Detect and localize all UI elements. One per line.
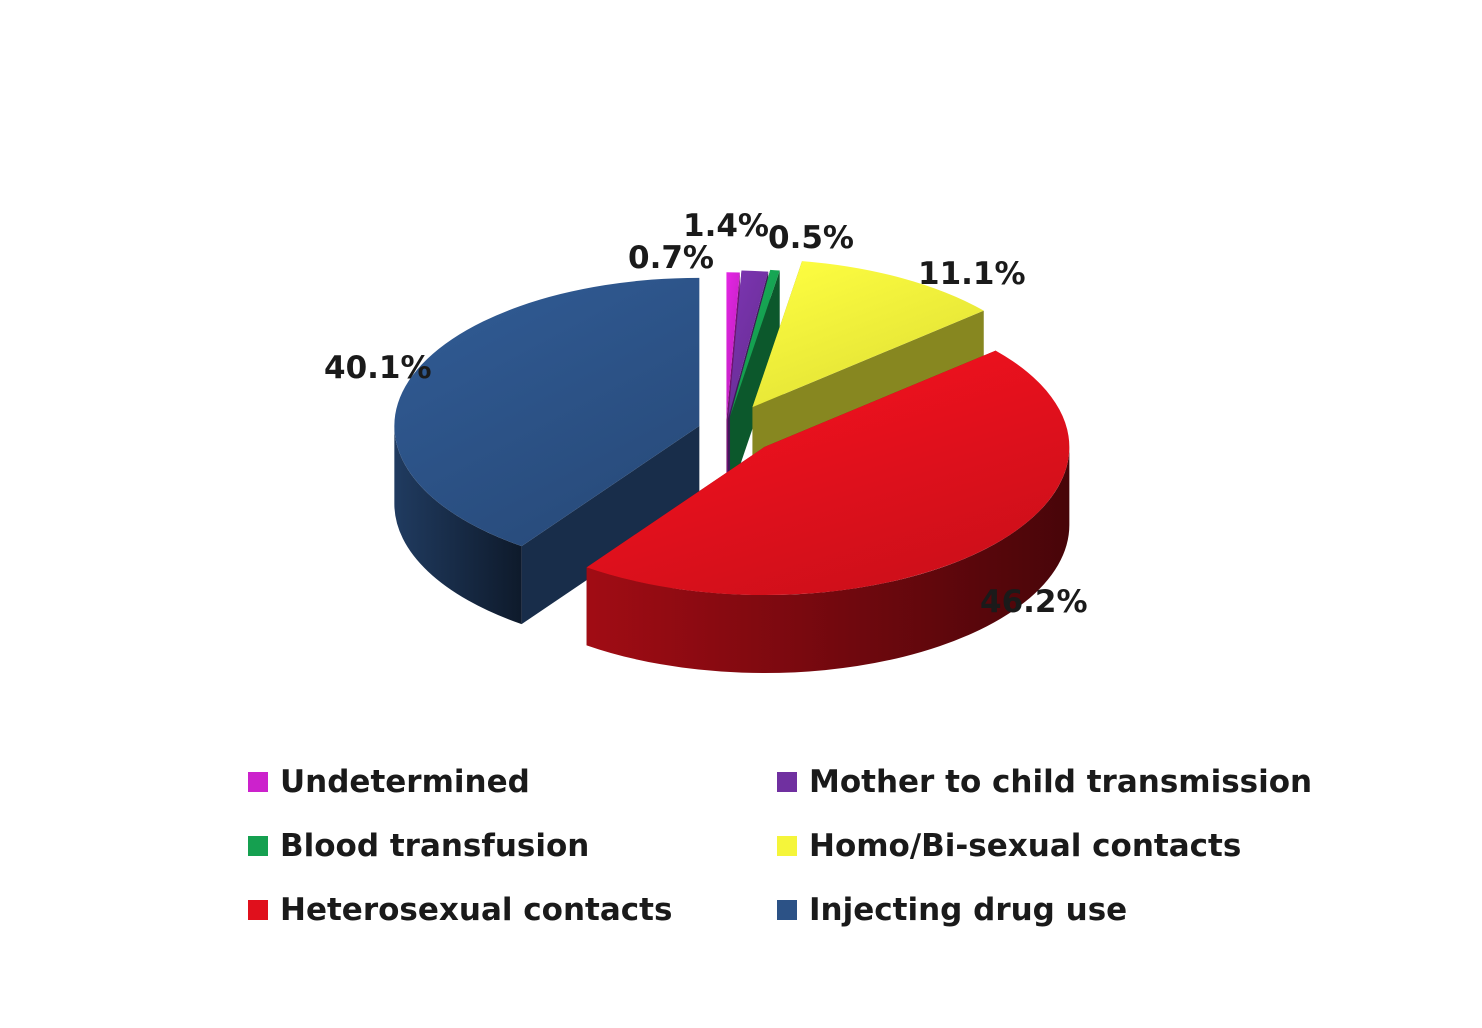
legend-item-homo-bi-sexual: Homo/Bi-sexual contacts: [777, 826, 1241, 866]
data-label-blood-transfusion: 0.5%: [768, 220, 854, 256]
pie-slice-top-heterosexual-contacts: [586, 350, 1070, 596]
legend-label-undetermined: Undetermined: [280, 764, 530, 800]
data-label-undetermined: 0.7%: [628, 240, 714, 276]
pie-slice-side-heterosexual-contacts: [586, 447, 1070, 674]
legend-item-blood-transfusion: Blood transfusion: [248, 826, 589, 866]
pie-slice-top-homo-bi-sexual-contacts: [752, 261, 984, 408]
legend-label-mother-to-child: Mother to child transmission: [809, 764, 1313, 800]
pie-slice-injecting-drug-use: [394, 277, 700, 625]
data-label-mother-to-child-transmission: 1.4%: [683, 208, 769, 244]
legend-item-mother-to-child: Mother to child transmission: [777, 762, 1312, 802]
data-label-heterosexual-contacts: 46.2%: [980, 584, 1088, 620]
legend-item-undetermined: Undetermined: [248, 762, 530, 802]
legend-label-blood-transfusion: Blood transfusion: [280, 828, 590, 864]
legend-swatch-homo-bi-sexual: [777, 836, 797, 856]
pie-slice-top-undetermined: [726, 272, 740, 421]
legend-item-injecting-drug-use: Injecting drug use: [777, 890, 1127, 930]
pie-slice-heterosexual-contacts: [586, 350, 1070, 674]
pie-slice-wall-injecting-drug-use-0: [521, 425, 700, 625]
data-label-homo-bi-sexual-contacts: 11.1%: [918, 256, 1026, 292]
pie-slice-top-injecting-drug-use: [394, 277, 700, 547]
pie-slice-top-blood-transfusion: [730, 269, 780, 417]
legend-swatch-injecting-drug-use: [777, 900, 797, 920]
legend: Undetermined Mother to child transmissio…: [248, 762, 1348, 962]
legend-label-homo-bi-sexual: Homo/Bi-sexual contacts: [809, 828, 1242, 864]
legend-swatch-blood-transfusion: [248, 836, 268, 856]
legend-swatch-undetermined: [248, 772, 268, 792]
legend-label-heterosexual: Heterosexual contacts: [280, 892, 673, 928]
legend-swatch-heterosexual: [248, 900, 268, 920]
legend-item-heterosexual: Heterosexual contacts: [248, 890, 672, 930]
pie-slice-wall-blood-transfusion-1: [730, 270, 780, 495]
pie-slice-top-mother-to-child-transmission: [728, 270, 769, 419]
legend-label-injecting-drug-use: Injecting drug use: [809, 892, 1128, 928]
legend-swatch-mother-to-child: [777, 772, 797, 792]
pie-slice-side-injecting-drug-use: [394, 425, 522, 625]
data-label-injecting-drug-use: 40.1%: [324, 350, 432, 386]
pie-slice-blood-transfusion: [730, 269, 780, 495]
